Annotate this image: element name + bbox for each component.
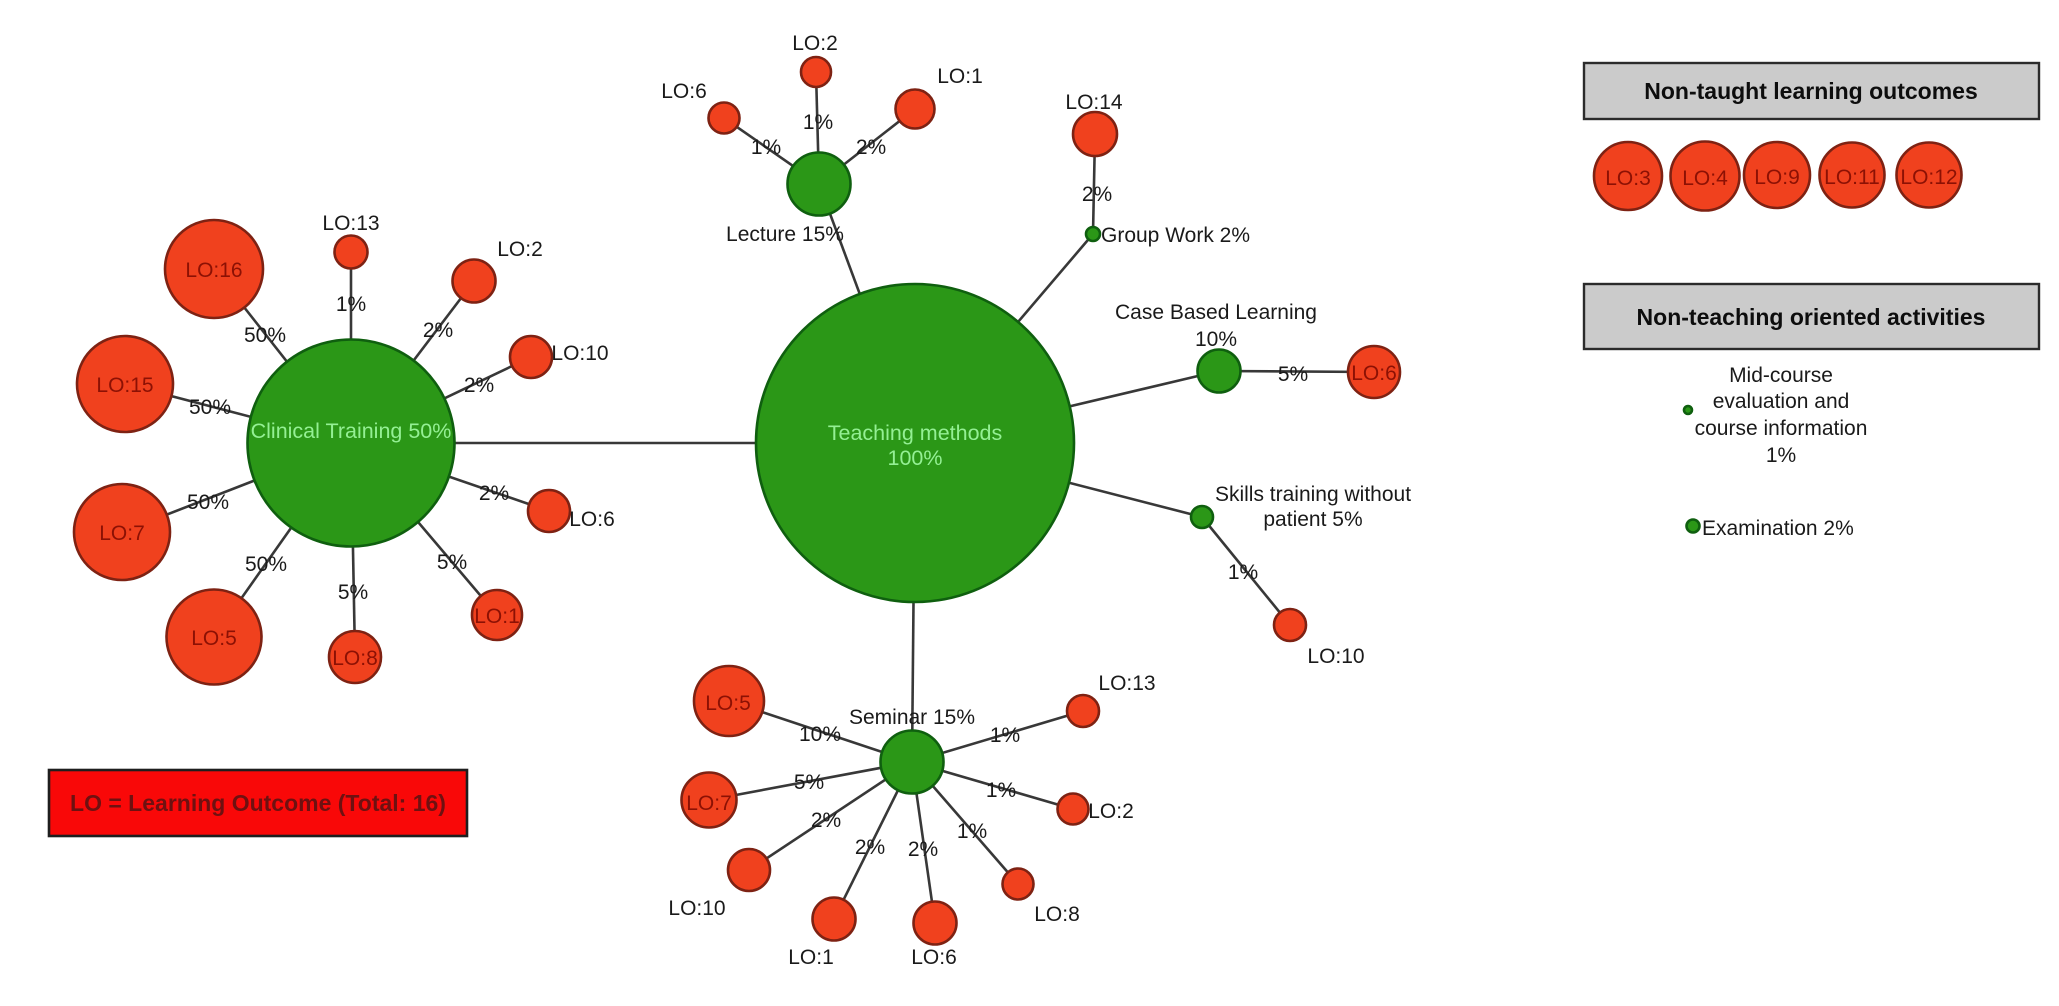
svg-text:LO:15: LO:15	[96, 374, 153, 397]
svg-text:LO:1: LO:1	[474, 605, 520, 628]
svg-text:Seminar 15%: Seminar 15%	[849, 706, 975, 729]
svg-text:1%: 1%	[751, 136, 781, 159]
svg-text:LO:14: LO:14	[1065, 91, 1123, 114]
svg-text:course information: course information	[1695, 417, 1868, 440]
svg-text:1%: 1%	[990, 724, 1020, 747]
svg-text:Examination 2%: Examination 2%	[1702, 517, 1854, 540]
svg-text:LO:16: LO:16	[185, 259, 242, 282]
svg-text:LO:6: LO:6	[661, 80, 707, 103]
svg-text:Non-taught learning outcomes: Non-taught learning outcomes	[1644, 78, 1978, 104]
svg-text:LO:2: LO:2	[792, 32, 838, 55]
svg-text:LO:10: LO:10	[1307, 645, 1364, 668]
svg-text:Teaching methods: Teaching methods	[828, 421, 1003, 445]
svg-text:LO:10: LO:10	[551, 342, 608, 365]
svg-text:2%: 2%	[908, 838, 938, 861]
svg-text:LO:13: LO:13	[1098, 672, 1155, 695]
svg-text:1%: 1%	[1228, 561, 1258, 584]
svg-text:LO:5: LO:5	[191, 627, 237, 650]
svg-text:LO = Learning Outcome (Total:: LO = Learning Outcome (Total: 16)	[70, 790, 446, 816]
svg-text:50%: 50%	[245, 553, 287, 576]
svg-text:LO:1: LO:1	[788, 946, 834, 969]
svg-text:2%: 2%	[479, 482, 509, 505]
svg-text:LO:6: LO:6	[1351, 362, 1397, 385]
svg-text:2%: 2%	[855, 836, 885, 859]
svg-text:2%: 2%	[423, 319, 453, 342]
svg-text:LO:2: LO:2	[1088, 800, 1134, 823]
svg-text:50%: 50%	[189, 396, 231, 419]
svg-text:Skills training without: Skills training without	[1215, 483, 1411, 506]
svg-text:LO:3: LO:3	[1605, 167, 1651, 190]
svg-text:1%: 1%	[957, 820, 987, 843]
svg-text:Mid-course: Mid-course	[1729, 364, 1833, 387]
svg-text:LO:13: LO:13	[322, 212, 379, 235]
svg-text:10%: 10%	[1195, 328, 1237, 351]
svg-text:LO:6: LO:6	[911, 946, 957, 969]
svg-text:Non-teaching oriented activiti: Non-teaching oriented activities	[1637, 304, 1986, 330]
svg-text:LO:4: LO:4	[1682, 167, 1728, 190]
svg-text:5%: 5%	[338, 581, 368, 604]
svg-text:Case Based Learning: Case Based Learning	[1115, 301, 1317, 324]
svg-text:5%: 5%	[1278, 363, 1308, 386]
svg-text:LO:8: LO:8	[332, 647, 378, 670]
svg-text:LO:1: LO:1	[937, 65, 983, 88]
svg-text:1%: 1%	[336, 293, 366, 316]
svg-text:2%: 2%	[464, 374, 494, 397]
svg-text:Clinical Training 50%: Clinical Training 50%	[251, 419, 452, 443]
svg-text:2%: 2%	[856, 136, 886, 159]
svg-text:LO:11: LO:11	[1824, 166, 1880, 189]
svg-text:10%: 10%	[799, 723, 841, 746]
svg-text:LO:10: LO:10	[668, 897, 725, 920]
svg-text:LO:5: LO:5	[705, 692, 751, 715]
svg-text:LO:6: LO:6	[569, 508, 615, 531]
svg-text:1%: 1%	[803, 111, 833, 134]
svg-text:LO:8: LO:8	[1034, 903, 1080, 926]
svg-text:patient 5%: patient 5%	[1263, 508, 1362, 531]
svg-text:evaluation and: evaluation and	[1713, 390, 1850, 413]
svg-text:50%: 50%	[244, 324, 286, 347]
svg-text:1%: 1%	[1766, 444, 1796, 467]
svg-text:LO:9: LO:9	[1754, 166, 1800, 189]
svg-text:LO:12: LO:12	[1900, 166, 1957, 189]
svg-text:Lecture 15%: Lecture 15%	[726, 223, 844, 246]
svg-text:50%: 50%	[187, 491, 229, 514]
svg-text:Group Work 2%: Group Work 2%	[1101, 224, 1250, 247]
svg-text:100%: 100%	[888, 446, 943, 470]
svg-text:5%: 5%	[794, 771, 824, 794]
svg-text:LO:7: LO:7	[99, 522, 145, 545]
svg-text:2%: 2%	[1082, 183, 1112, 206]
svg-text:2%: 2%	[811, 809, 841, 832]
svg-text:LO:2: LO:2	[497, 238, 543, 261]
svg-text:5%: 5%	[437, 551, 467, 574]
svg-text:LO:7: LO:7	[686, 792, 732, 815]
svg-text:1%: 1%	[986, 779, 1016, 802]
